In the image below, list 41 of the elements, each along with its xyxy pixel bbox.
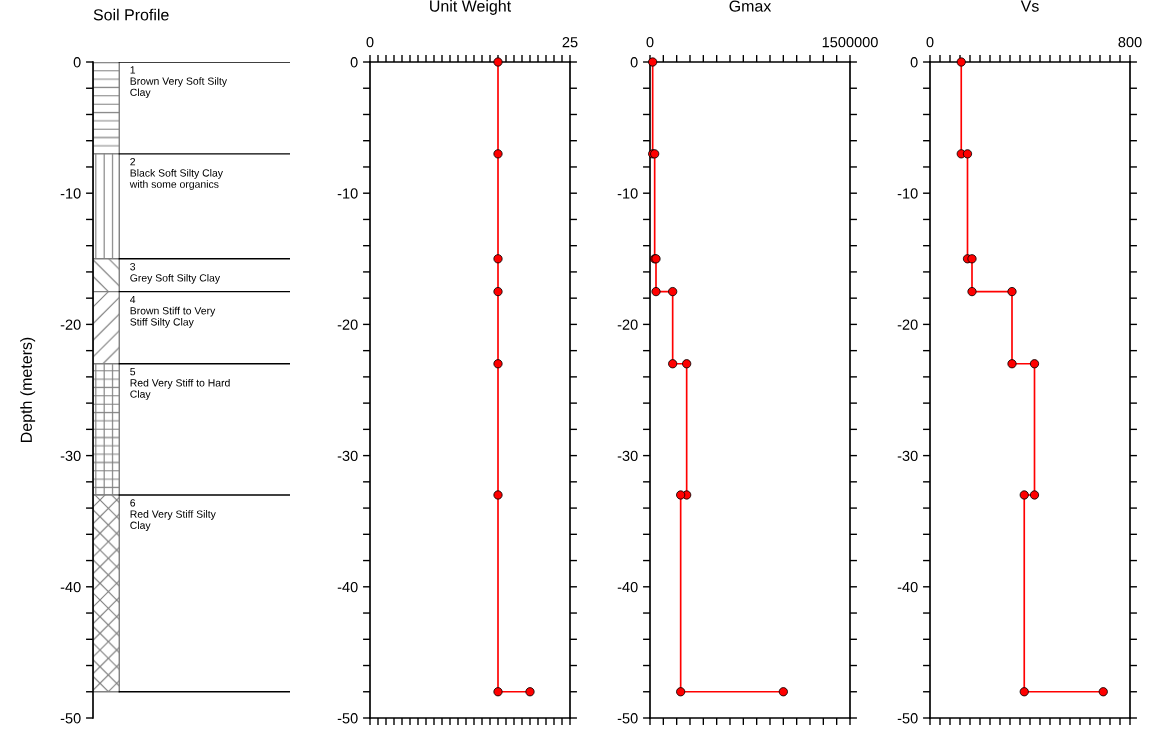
x-tick-label: 25 xyxy=(562,36,578,48)
chart-title: Unit Weight xyxy=(430,0,512,15)
y-tick-label: -30 xyxy=(60,450,81,462)
y-tick-label: 0 xyxy=(350,57,358,68)
y-tick-label: -40 xyxy=(60,581,81,593)
y-tick-label: -20 xyxy=(60,319,81,330)
y-tick-label: -10 xyxy=(897,188,918,199)
y-tick-label: -30 xyxy=(337,450,358,462)
x-tick-label: 0 xyxy=(366,36,374,48)
series-label: 4 Brown Stiff to Very Stiff Silty Clay xyxy=(130,295,216,328)
y-tick-label: -40 xyxy=(897,581,918,593)
chart-title: Soil Profile xyxy=(93,8,169,21)
x-tick-label: 1500000 xyxy=(822,36,878,48)
y-tick-label: -30 xyxy=(617,450,638,462)
series-label: 2 Black Soft Silty Clay with some organics xyxy=(129,158,223,190)
y-tick-label: -10 xyxy=(337,188,358,199)
series-label: 6 Red Very Stiff Silty Clay xyxy=(130,499,216,532)
y-tick-label: -20 xyxy=(617,319,638,330)
y-tick-label: -50 xyxy=(617,713,638,724)
y-tick-label: -40 xyxy=(617,581,638,593)
y-tick-label: -50 xyxy=(337,713,358,724)
chart-title: Gmax xyxy=(729,0,772,12)
x-tick-label: 0 xyxy=(926,36,934,48)
series-label: 1 Brown Very Soft Silty Clay xyxy=(130,66,228,99)
y-tick-label: -50 xyxy=(60,713,81,724)
y-tick-label: -40 xyxy=(337,581,358,593)
y-tick-label: -20 xyxy=(897,319,918,330)
series-label: 5 Red Very Stiff to Hard Clay xyxy=(130,368,230,400)
y-axis-title: Depth (meters) xyxy=(20,337,36,442)
x-tick-label: 800 xyxy=(1118,36,1142,48)
y-tick-label: -10 xyxy=(60,188,81,199)
y-tick-label: -10 xyxy=(617,188,638,199)
y-tick-label: 0 xyxy=(73,57,81,68)
y-tick-label: 0 xyxy=(630,57,638,68)
y-tick-label: -20 xyxy=(337,319,358,330)
y-tick-label: -50 xyxy=(897,713,918,724)
chart-title: Vs xyxy=(1020,0,1039,12)
y-tick-label: 0 xyxy=(910,57,918,68)
y-tick-label: -30 xyxy=(897,450,918,462)
x-tick-label: 0 xyxy=(646,36,654,48)
series-label: 3 Grey Soft Silty Clay xyxy=(130,263,221,284)
